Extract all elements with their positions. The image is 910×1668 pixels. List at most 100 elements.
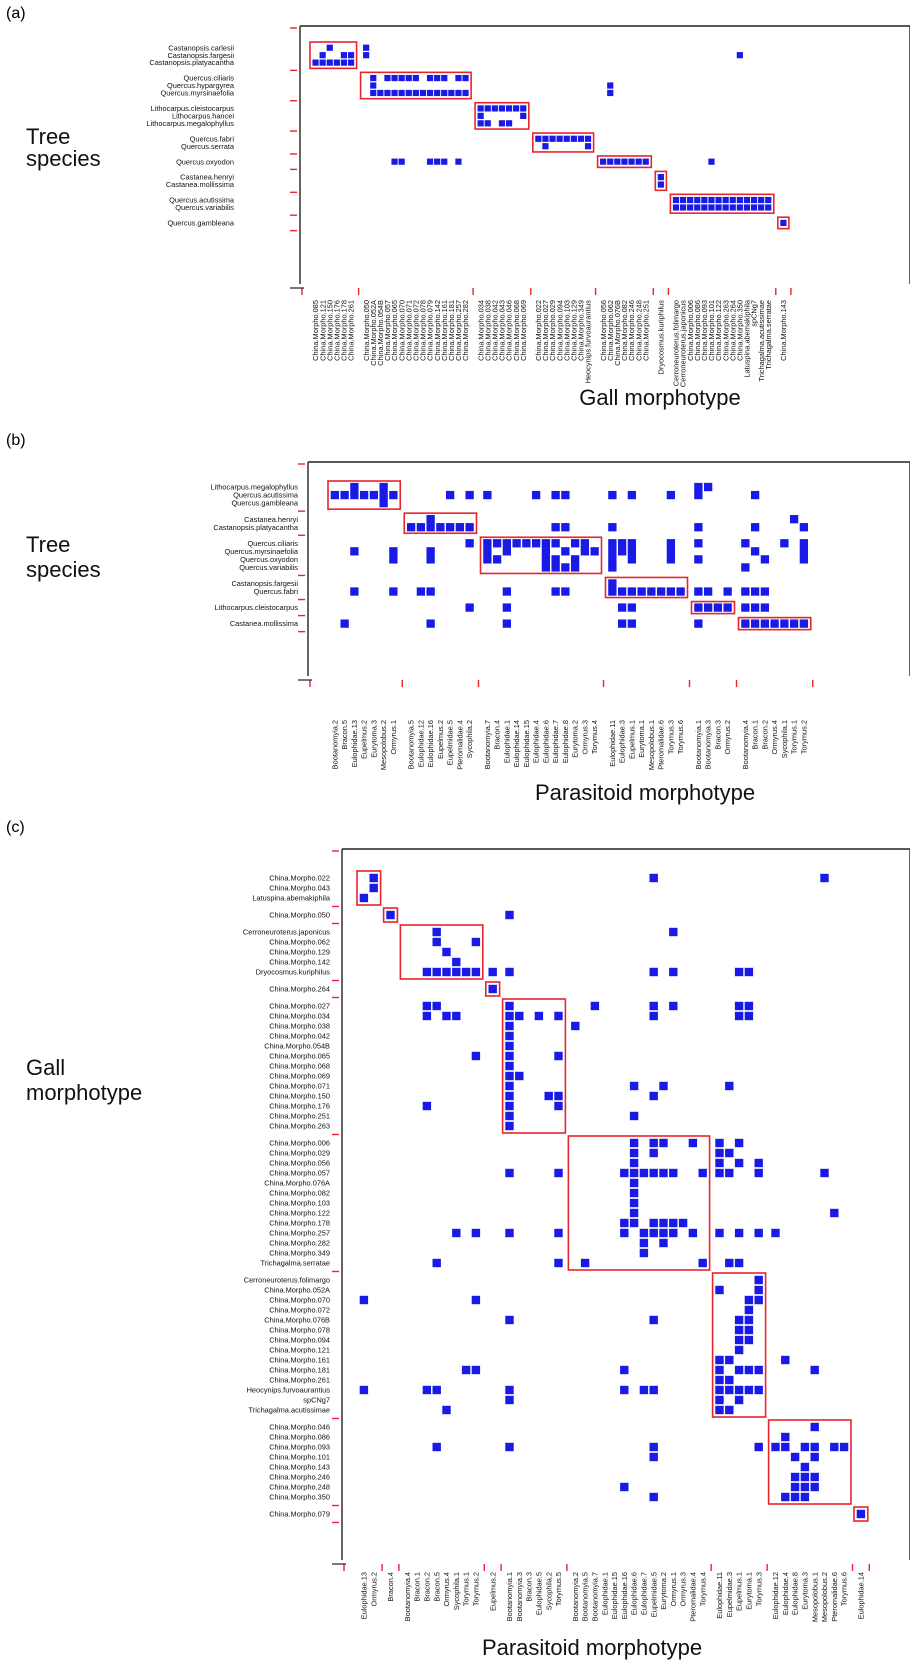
- panel-c-interaction-cell: [505, 1315, 514, 1325]
- panel-b-interaction-cell: [426, 523, 435, 532]
- panel-a-interaction-cell: [614, 158, 621, 165]
- panel-a-col-label: China.Morpho.057: [383, 300, 392, 361]
- panel-a-interaction-cell: [563, 135, 570, 142]
- panel-a-interaction-cell: [736, 52, 743, 59]
- panel-c-interaction-cell: [432, 1001, 441, 1011]
- panel-b-interaction-cell: [694, 490, 703, 500]
- panel-c-xlabel: Parasitoid morphotype: [482, 1635, 702, 1660]
- panel-c-col-label: Eupelmidae.3: [725, 1572, 734, 1617]
- panel-a-interaction-cell: [750, 204, 758, 211]
- panel-c-row-label: China.Morpho.121: [269, 1346, 330, 1355]
- panel-c-interaction-cell: [810, 1452, 819, 1462]
- panel-b-interaction-cell: [703, 603, 713, 612]
- panel-c-col-label: Eulophidae.12: [771, 1572, 780, 1619]
- panel-b-row-label: Quercus.oxyodon: [240, 555, 298, 564]
- panel-c-interaction-cell: [744, 1305, 754, 1315]
- panel-c-interaction-cell: [744, 1325, 754, 1335]
- panel-c-col-label: Eurytoma.2: [659, 1572, 668, 1610]
- panel-a-col-label: China.Morpho.178: [340, 300, 349, 361]
- panel-c-interaction-cell: [669, 1168, 678, 1178]
- panel-c-row-label: China.Morpho.161: [269, 1356, 330, 1365]
- panel-a-col-label: China.Morpho.161: [440, 300, 449, 361]
- panel-b-interaction-cell: [694, 555, 703, 564]
- panel-b-col-label: Eulophidae.1: [502, 720, 511, 763]
- panel-b-interaction-cell: [561, 547, 570, 556]
- panel-c-interaction-cell: [442, 1011, 451, 1021]
- panel-c-row-label: China.Morpho.094: [269, 1336, 330, 1345]
- panel-c-row-label: China.Morpho.076B: [264, 1316, 330, 1325]
- panel-c-interaction-cell: [461, 967, 471, 977]
- panel-b-col-label: Bracon.3: [713, 720, 722, 750]
- panel-c-col-label: Bracon.4: [386, 1572, 395, 1602]
- panel-c-interaction-cell: [422, 1385, 432, 1395]
- panel-a-col-label: China.Morpho.093: [700, 300, 709, 361]
- panel-c-interaction-cell: [688, 1138, 698, 1148]
- panel-a-interaction-cell: [477, 105, 484, 112]
- panel-a-interaction-cell: [607, 158, 614, 165]
- panel-b-col-label: Torymus.1: [790, 720, 799, 754]
- panel-c-interaction-cell: [659, 1138, 668, 1148]
- panel-a-col-label: China.Morpho.086: [693, 300, 702, 361]
- panel-c-interaction-cell: [554, 1168, 563, 1178]
- panel-c-interaction-cell: [580, 1258, 590, 1268]
- panel-a-row-label: Quercus.ciliaris: [183, 74, 234, 83]
- panel-b-col-label: Ormyrus.4: [770, 720, 779, 755]
- panel-a-row-label: Lithocarpus.cleistocarpus: [151, 104, 235, 113]
- panel-c-interaction-cell: [734, 1158, 744, 1168]
- panel-a-module-box: [669, 193, 775, 215]
- panel-c-row-label: China.Morpho.248: [269, 1483, 330, 1492]
- panel-c-interaction-cell: [432, 967, 441, 977]
- panel-a-interaction-cell: [462, 89, 469, 97]
- panel-c-interaction-cell: [639, 1385, 649, 1395]
- panel-c-interaction-cell: [505, 1031, 514, 1041]
- panel-c-interaction-cell: [505, 1011, 514, 1021]
- panel-c-interaction-cell: [452, 1011, 461, 1021]
- panel-a-interaction-cell: [391, 74, 398, 82]
- panel-c-row-label: China.Morpho.264: [269, 985, 330, 994]
- panel-c-interaction-cell: [505, 1442, 514, 1452]
- panel-a-col-label: China.Morpho.264: [728, 300, 737, 361]
- panel-a-interaction-cell: [426, 89, 434, 97]
- panel-c-interaction-cell: [715, 1375, 724, 1385]
- panel-c-interaction-cell: [810, 1422, 819, 1432]
- panel-a-row-label: Quercus.acutissima: [169, 196, 235, 205]
- panel-c-col-label: Bootanomyia.4: [403, 1572, 412, 1621]
- panel-a-col-label: China.Morpho.129: [569, 300, 578, 361]
- panel-c-interaction-cell: [715, 1355, 724, 1365]
- panel-b-interaction-cell: [627, 587, 637, 596]
- panel-b-interaction-cell: [647, 587, 656, 596]
- panel-c-col-label: Ormyrus.1: [669, 1572, 678, 1607]
- panel-a-interaction-cell: [398, 158, 405, 165]
- panel-c-row-label: China.Morpho.056: [269, 1159, 330, 1168]
- panel-c-interaction-cell: [744, 1011, 754, 1021]
- panel-b-interaction-cell: [389, 547, 398, 556]
- panel-b-interaction-cell: [502, 547, 512, 556]
- panel-b-col-label: Eulophidae.7: [551, 720, 560, 763]
- panel-b-interaction-cell: [502, 619, 512, 628]
- panel-b-interaction-cell: [741, 563, 750, 572]
- panel-b-col-label: Eulophidae.16: [426, 720, 435, 767]
- panel-b-interaction-cell: [426, 555, 435, 564]
- panel-c-interaction-cell: [359, 1385, 369, 1395]
- panel-c-interaction-cell: [744, 1335, 754, 1345]
- panel-b-interaction-cell: [694, 587, 703, 596]
- panel-b-interaction-cell: [627, 539, 637, 548]
- panel-c-row-label: China.Morpho.054B: [264, 1042, 330, 1051]
- panel-b-label: (b): [6, 432, 26, 449]
- panel-a-interaction-cell: [391, 89, 398, 97]
- panel-c-col-label: Eurytoma.3: [801, 1572, 810, 1610]
- panel-a-interaction-cell: [722, 204, 729, 211]
- panel-c-interaction-cell: [422, 1011, 432, 1021]
- panel-b-interaction-cell: [465, 490, 474, 500]
- panel-c-row-label: China.Morpho.082: [269, 1189, 330, 1198]
- panel-a-col-label: China.Morpho.122: [714, 300, 723, 361]
- panel-c-interaction-cell: [620, 1482, 629, 1492]
- panel-c-row-label: China.Morpho.034: [269, 1012, 330, 1021]
- panel-c-col-label: Eulophidae.15: [610, 1572, 619, 1619]
- panel-b-interaction-cell: [465, 603, 474, 612]
- panel-a-interaction-cell: [326, 44, 333, 51]
- panel-c-interaction-cell: [471, 1365, 481, 1375]
- panel-b-col-label: Torymus.4: [590, 720, 599, 754]
- panel-c-row-label: Cerroneuroterus.japonicus: [243, 928, 330, 937]
